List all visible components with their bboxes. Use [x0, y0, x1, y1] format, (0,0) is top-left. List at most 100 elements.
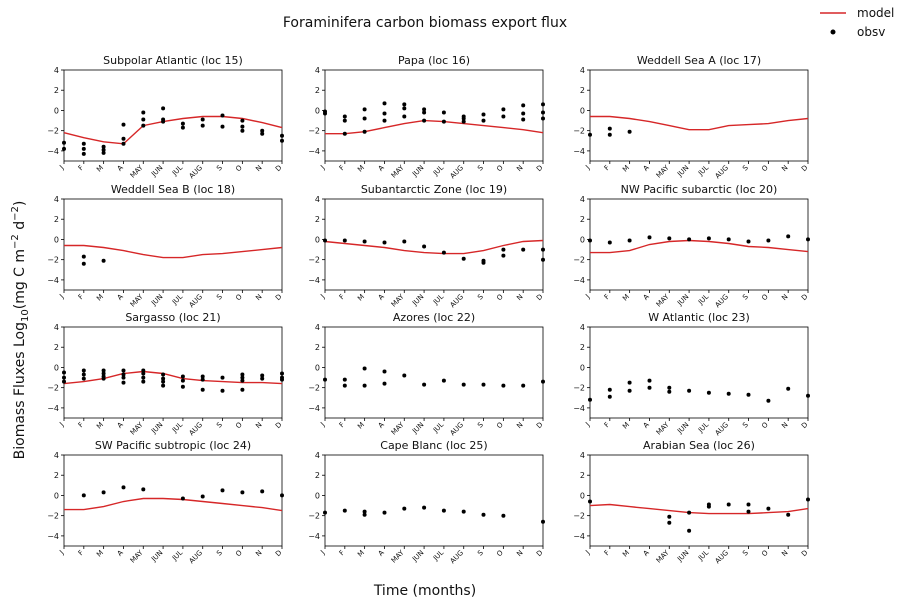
- x-tick-label: MAY: [655, 420, 671, 436]
- x-tick-label: J: [58, 549, 66, 557]
- x-tick-label: A: [642, 164, 651, 173]
- obs-point: [240, 372, 245, 377]
- obs-point: [746, 392, 751, 397]
- obs-point: [101, 150, 106, 155]
- x-tick-label: O: [760, 292, 770, 302]
- obs-point: [240, 387, 245, 392]
- y-tick-label: 4: [580, 66, 585, 75]
- obs-point: [121, 368, 126, 373]
- obs-point: [161, 383, 166, 388]
- x-tick-label: D: [535, 421, 544, 430]
- x-tick-label: N: [780, 421, 789, 430]
- x-tick-label: JUL: [170, 421, 184, 435]
- x-tick-label: MAY: [655, 292, 671, 308]
- x-tick-label: M: [356, 549, 366, 559]
- x-tick-label: N: [254, 549, 263, 558]
- subplot-frame: [324, 326, 544, 419]
- x-tick-label: S: [476, 163, 485, 172]
- model-line: [590, 115, 809, 131]
- obs-point: [260, 128, 265, 133]
- x-tick-label: O: [234, 548, 244, 558]
- x-tick-label: N: [780, 164, 789, 173]
- obs-point: [382, 369, 387, 374]
- x-tick-label: N: [515, 164, 524, 173]
- obs-point: [200, 494, 205, 499]
- x-tick-label: N: [254, 293, 263, 302]
- y-tick-label: −4: [573, 532, 585, 541]
- x-tick-label: A: [116, 421, 125, 430]
- obs-point: [402, 106, 407, 111]
- x-tick-label: AUG: [449, 549, 466, 566]
- x-tick-label: MAY: [655, 548, 671, 564]
- subplot-9: W Atlantic (loc 23) 4 2 0 −2 −4 J F M A MAY JUN JUL A…: [573, 311, 810, 437]
- x-tick-label: N: [254, 164, 263, 173]
- obs-point: [62, 375, 66, 380]
- y-tick-label: 0: [54, 106, 59, 115]
- x-tick-label: A: [116, 549, 125, 558]
- obs-point: [402, 506, 407, 511]
- obs-point: [806, 393, 810, 398]
- obs-point: [101, 147, 106, 152]
- y-tick-label: 0: [580, 363, 585, 372]
- obs-point: [481, 118, 486, 123]
- obs-point: [541, 247, 545, 252]
- x-tick-label: D: [274, 421, 283, 430]
- model-line: [63, 370, 283, 385]
- subplot-10: SW Pacific subtropic (loc 24)420−2−4J F M A…: [47, 439, 284, 565]
- x-tick-label: D: [800, 164, 809, 173]
- obs-point: [180, 496, 185, 501]
- obs-point: [461, 509, 466, 514]
- obs-point: [280, 377, 284, 382]
- obs-point: [382, 381, 387, 386]
- y-tick-label: 0: [54, 363, 59, 372]
- obs-point: [541, 116, 545, 121]
- obs-point: [141, 368, 146, 373]
- x-tick-label: N: [254, 421, 263, 430]
- x-tick-label: D: [535, 293, 544, 302]
- obs-point: [240, 118, 245, 123]
- obs-point: [240, 124, 245, 129]
- x-tick-label: A: [642, 549, 651, 558]
- y-tick-label: 0: [315, 491, 320, 500]
- obs-point: [81, 376, 86, 381]
- x-tick-label: AUG: [188, 164, 205, 181]
- x-tick-label: MAY: [390, 163, 406, 179]
- obs-point: [342, 114, 347, 119]
- x-tick-label: AUG: [188, 293, 205, 310]
- x-tick-label: JUN: [410, 293, 425, 308]
- y-tick-label: 2: [580, 215, 585, 224]
- subplot-title: Sargasso (loc 21): [125, 311, 220, 324]
- y-tick-label: −4: [573, 404, 585, 413]
- obs-point: [382, 101, 387, 106]
- subplot-title: Arabian Sea (loc 26): [643, 439, 755, 452]
- obs-point: [766, 238, 771, 243]
- obs-point: [746, 239, 751, 244]
- obs-point: [81, 141, 86, 146]
- subplot-title: Subantarctic Zone (loc 19): [361, 183, 507, 196]
- obs-point: [220, 375, 225, 380]
- obs-point: [62, 379, 66, 384]
- y-tick-label: −4: [308, 532, 320, 541]
- x-tick-label: MAY: [655, 163, 671, 179]
- x-tick-label: F: [603, 421, 612, 430]
- x-tick-label: JUL: [696, 293, 710, 307]
- subplot-title: Azores (loc 22): [393, 311, 475, 324]
- obs-point: [706, 236, 711, 241]
- y-tick-label: −2: [573, 127, 585, 136]
- subplot-title: W Atlantic (loc 23): [648, 311, 750, 324]
- x-tick-label: AUG: [188, 549, 205, 566]
- y-tick-label: 0: [315, 235, 320, 244]
- x-tick-label: J: [319, 549, 327, 557]
- subplot-12: Arabian Sea (loc 26) 4 2 0 −2 −4 J F M A MAY JUN JUL…: [573, 439, 810, 565]
- y-axis-label: Biomass Fluxes Log10(mg C m−2 d−2): [10, 201, 31, 460]
- y-tick-label: 2: [54, 343, 59, 352]
- y-tick-label: −2: [573, 384, 585, 393]
- obs-point: [402, 373, 407, 378]
- x-tick-label: JUN: [675, 164, 690, 179]
- obs-point: [382, 118, 387, 123]
- obs-point: [607, 387, 612, 392]
- model-line: [590, 239, 809, 254]
- x-tick-label: AUG: [449, 421, 466, 438]
- obs-point: [607, 126, 612, 131]
- y-tick-label: −4: [47, 147, 59, 156]
